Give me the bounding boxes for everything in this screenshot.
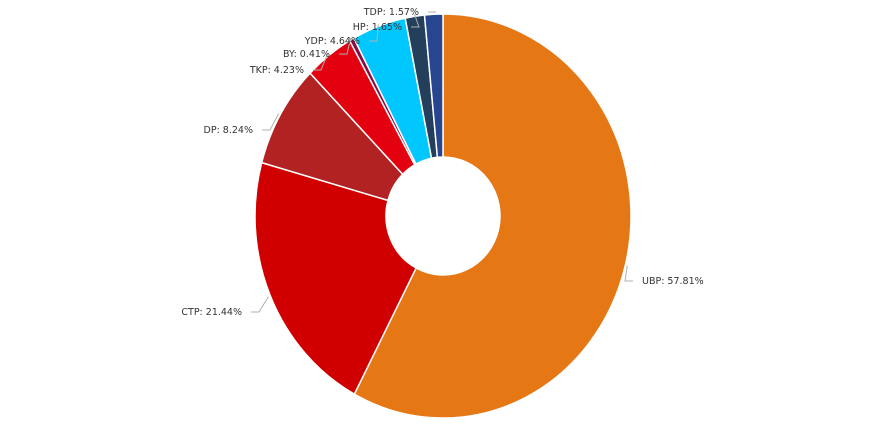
data-label-by: BY: 0.41% [283, 49, 330, 60]
leader-line-ydp [369, 24, 379, 42]
slice-tdp[interactable] [423, 13, 444, 159]
leader-line-by [339, 37, 352, 55]
data-label-hp: HP: 1.65% [353, 22, 402, 33]
slice-ubp[interactable] [353, 13, 632, 419]
data-label-ydp: YDP: 4.64% [304, 36, 360, 47]
data-label-dp: DP: 8.24% [204, 125, 253, 136]
leader-line-dp [262, 113, 280, 131]
leader-line-tkp [313, 53, 329, 71]
data-label-tkp: TKP: 4.23% [249, 65, 304, 76]
leader-line-hp [411, 14, 420, 28]
leader-line-ctp [251, 296, 269, 313]
data-label-tdp: TDP: 1.57% [363, 7, 419, 18]
slices [254, 13, 632, 419]
slice-ctp[interactable] [254, 161, 418, 396]
data-label-ubp: UBP: 57.81% [642, 276, 704, 287]
data-labels: UBP: 57.81% CTP: 21.44% DP: 8.24% TKP: 4.23… [181, 7, 703, 318]
data-label-ctp: CTP: 21.44% [181, 307, 242, 318]
leader-line-ubp [624, 265, 633, 282]
